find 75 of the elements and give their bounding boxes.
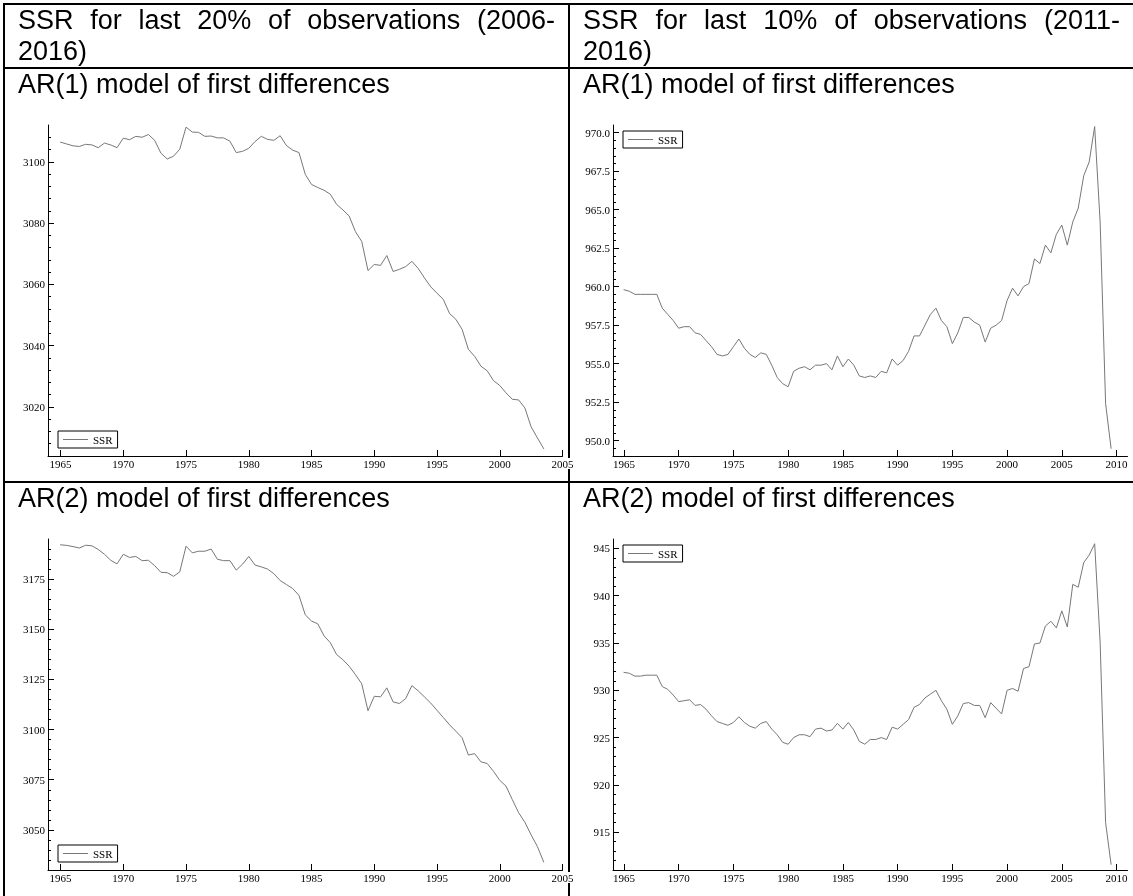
x-tick-label: 1965	[49, 457, 73, 470]
y-tick-label: 3040	[23, 339, 46, 352]
x-tick-label: 1990	[363, 871, 386, 884]
chart-subtitle: AR(1) model of first differences	[17, 69, 391, 101]
x-tick-label: 2005	[551, 457, 574, 470]
x-tick-label: 1985	[831, 871, 855, 884]
x-tick-label: 2005	[551, 871, 574, 884]
y-tick-label: 3100	[23, 155, 46, 168]
y-tick-label: 965.0	[585, 203, 611, 216]
legend-label: SSR	[93, 847, 114, 860]
y-tick-label: 967.5	[585, 165, 611, 178]
legend-label: SSR	[658, 547, 679, 560]
legend-label: SSR	[93, 433, 114, 446]
x-tick-label: 1965	[612, 871, 636, 884]
y-tick-label: 960.0	[585, 280, 611, 293]
x-tick-label: 1975	[722, 871, 745, 884]
chart-title: SSR for last 10% of observations (2011-2016)	[570, 5, 1133, 69]
x-tick-label: 1990	[886, 871, 910, 884]
x-tick-label: 1995	[426, 871, 449, 884]
y-tick-label: 925	[593, 731, 611, 744]
y-tick-label: 940	[593, 589, 611, 602]
x-tick-label: 1990	[363, 457, 386, 470]
chart-title: AR(2) model of first differences	[17, 483, 391, 515]
x-tick-label: 2010	[1105, 457, 1129, 470]
x-tick-label: 1990	[886, 457, 910, 470]
y-tick-label: 3125	[23, 673, 46, 686]
x-tick-label: 2000	[488, 457, 512, 470]
x-tick-label: 1975	[175, 457, 198, 470]
y-tick-label: 3075	[23, 773, 46, 786]
y-tick-label: 3150	[23, 623, 46, 636]
y-tick-label: 950.0	[585, 434, 611, 447]
y-tick-label: 955.0	[585, 357, 611, 370]
x-tick-label: 1985	[831, 457, 855, 470]
y-tick-label: 920	[593, 778, 611, 791]
x-tick-label: 1970	[112, 871, 135, 884]
y-tick-label: 930	[593, 684, 611, 697]
chart-title: AR(2) model of first differences	[582, 483, 956, 515]
x-tick-label: 1995	[941, 457, 964, 470]
x-tick-label: 1995	[426, 457, 449, 470]
x-tick-label: 2000	[996, 457, 1019, 470]
x-tick-label: 1985	[300, 457, 324, 470]
x-tick-label: 1970	[667, 457, 691, 470]
x-tick-label: 2005	[1050, 871, 1074, 884]
x-tick-label: 1975	[175, 871, 198, 884]
x-tick-label: 2010	[1105, 871, 1129, 884]
y-tick-label: 945	[593, 542, 611, 555]
y-tick-label: 935	[593, 637, 611, 650]
x-tick-label: 2000	[488, 871, 512, 884]
y-tick-label: 3080	[23, 217, 46, 230]
chart-title: SSR for last 20% of observations (2006-2016)	[5, 5, 568, 69]
x-tick-label: 1985	[300, 871, 324, 884]
x-tick-label: 2000	[996, 871, 1019, 884]
x-tick-label: 1970	[667, 871, 691, 884]
y-tick-label: 3020	[23, 400, 46, 413]
x-tick-label: 1965	[612, 457, 636, 470]
y-tick-label: 3100	[23, 723, 46, 736]
y-tick-label: 3175	[23, 573, 46, 586]
x-tick-label: 1965	[49, 871, 73, 884]
x-tick-label: 1980	[777, 457, 800, 470]
y-tick-label: 3060	[23, 278, 46, 291]
y-tick-label: 3050	[23, 823, 46, 836]
legend-label: SSR	[658, 133, 679, 146]
x-tick-label: 1995	[941, 871, 964, 884]
y-tick-label: 970.0	[585, 126, 611, 139]
x-tick-label: 1980	[777, 871, 800, 884]
y-tick-label: 952.5	[585, 396, 611, 409]
x-tick-label: 2005	[1050, 457, 1074, 470]
y-tick-label: 915	[593, 826, 611, 839]
x-tick-label: 1975	[722, 457, 745, 470]
y-tick-label: 962.5	[585, 242, 611, 255]
x-tick-label: 1980	[237, 871, 261, 884]
x-tick-label: 1970	[112, 457, 135, 470]
x-tick-label: 1980	[237, 457, 261, 470]
chart-subtitle: AR(1) model of first differences	[582, 69, 956, 101]
y-tick-label: 957.5	[585, 319, 611, 332]
